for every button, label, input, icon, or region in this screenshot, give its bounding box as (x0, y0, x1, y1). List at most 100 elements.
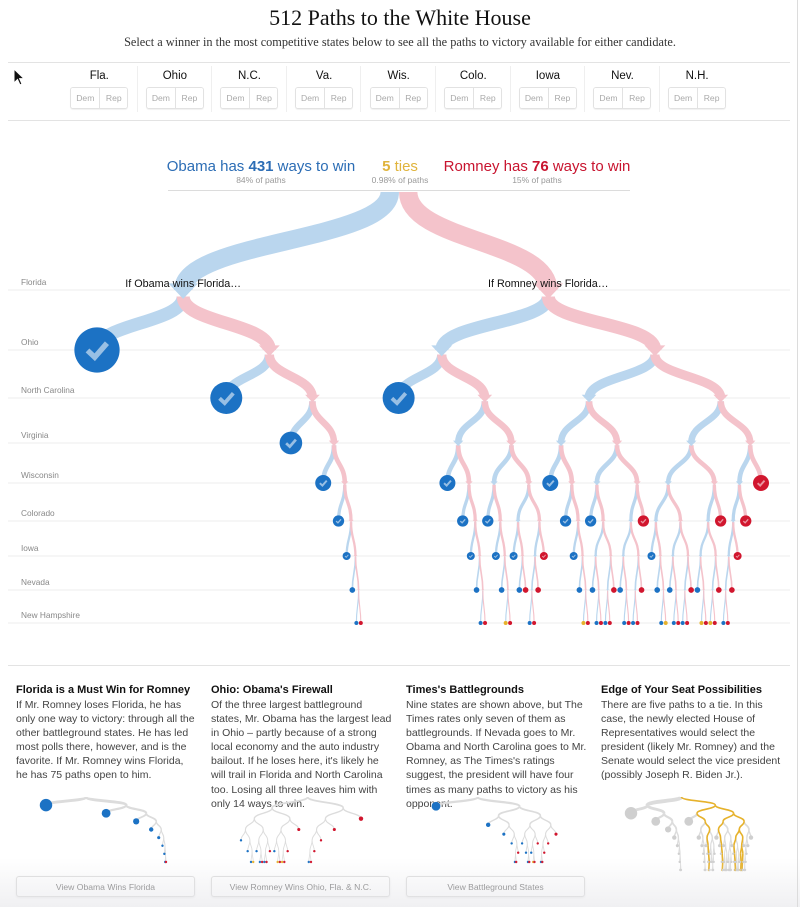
outcome-obama-wins[interactable] (349, 587, 356, 593)
outcome-obama-wins[interactable] (279, 431, 303, 455)
mini-tree-battleground-states[interactable] (406, 790, 588, 874)
outcome-romney-wins[interactable] (676, 621, 681, 625)
outcome-obama-wins[interactable] (516, 587, 523, 593)
outcome-romney-wins[interactable] (725, 621, 730, 625)
rep-button[interactable]: Rep (547, 88, 576, 108)
dem-button[interactable]: Dem (370, 88, 399, 108)
rep-button[interactable]: Rep (622, 88, 651, 108)
mini-tree-tie-paths[interactable] (601, 790, 783, 880)
outcome-obama-wins[interactable] (594, 621, 599, 625)
dem-button[interactable]: Dem (146, 88, 175, 108)
view-romney-wins-ohio-fla-nc-button[interactable]: View Romney Wins Ohio, Fla. & N.C. (211, 876, 390, 897)
outcome-romney-wins[interactable] (729, 587, 735, 593)
outcome-romney-wins[interactable] (733, 552, 742, 560)
dem-button[interactable]: Dem (445, 88, 474, 108)
outcome-romney-wins[interactable] (522, 587, 529, 593)
outcome-obama-wins[interactable] (498, 587, 505, 593)
view-battleground-states-button[interactable]: View Battleground States (406, 876, 585, 897)
outcome-obama-wins[interactable] (694, 587, 701, 593)
outcome-romney-wins[interactable] (635, 621, 640, 625)
rep-button[interactable]: Rep (697, 88, 726, 108)
outcome-tie[interactable] (663, 621, 668, 625)
outcome-obama-wins[interactable] (603, 621, 608, 625)
outcome-romney-wins[interactable] (753, 475, 769, 491)
outcome-romney-wins[interactable] (740, 515, 752, 527)
outcome-obama-wins[interactable] (332, 515, 345, 527)
outcome-romney-wins[interactable] (535, 587, 541, 593)
rep-button[interactable]: Rep (473, 88, 502, 108)
outcome-obama-wins[interactable] (509, 552, 518, 560)
outcome-obama-wins[interactable] (680, 621, 685, 625)
rep-button[interactable]: Rep (174, 88, 203, 108)
outcome-romney-wins[interactable] (483, 621, 488, 625)
outcome-obama-wins[interactable] (631, 621, 636, 625)
outcome-obama-wins[interactable] (210, 382, 243, 414)
outcome-romney-wins[interactable] (539, 552, 548, 560)
rep-button[interactable]: Rep (249, 88, 278, 108)
outcome-obama-wins[interactable] (576, 587, 583, 593)
outcome-romney-wins[interactable] (712, 621, 717, 625)
outcome-obama-wins[interactable] (478, 621, 483, 625)
dem-button[interactable]: Dem (221, 88, 250, 108)
view-obama-wins-florida-button[interactable]: View Obama Wins Florida (16, 876, 195, 897)
outcome-obama-wins[interactable] (721, 621, 726, 625)
outcome-obama-wins[interactable] (354, 621, 359, 625)
outcome-romney-wins[interactable] (508, 621, 513, 625)
outcome-obama-wins[interactable] (559, 515, 572, 527)
outcome-romney-wins[interactable] (703, 621, 708, 625)
outcome-obama-wins[interactable] (671, 621, 676, 625)
mini-branch (745, 845, 748, 854)
outcome-tie[interactable] (699, 621, 704, 625)
dem-button[interactable]: Dem (594, 88, 623, 108)
outcome-obama-wins[interactable] (74, 327, 120, 373)
outcome-obama-wins[interactable] (659, 621, 664, 625)
outcome-tie[interactable] (708, 621, 713, 625)
outcome-obama-wins[interactable] (482, 515, 494, 527)
branch-romney-wins-state (654, 522, 662, 557)
branch-obama-wins-state (665, 444, 694, 484)
dem-button[interactable]: Dem (71, 88, 100, 108)
outcome-romney-wins[interactable] (611, 587, 617, 593)
dem-button[interactable]: Dem (296, 88, 325, 108)
outcome-obama-wins[interactable] (466, 552, 475, 560)
outcome-obama-wins[interactable] (622, 621, 627, 625)
outcome-obama-wins[interactable] (647, 552, 656, 560)
outcome-obama-wins[interactable] (654, 587, 661, 593)
outcome-romney-wins[interactable] (607, 621, 612, 625)
outcome-obama-wins[interactable] (439, 475, 456, 491)
rep-button[interactable]: Rep (324, 88, 353, 108)
outcome-tie[interactable] (503, 621, 508, 625)
outcome-obama-wins[interactable] (542, 475, 559, 491)
dem-button[interactable]: Dem (669, 88, 698, 108)
outcome-obama-wins[interactable] (589, 587, 596, 593)
outcome-romney-wins[interactable] (715, 587, 722, 593)
outcome-romney-wins[interactable] (638, 587, 645, 593)
outcome-tie[interactable] (581, 621, 586, 625)
rep-button[interactable]: Rep (99, 88, 128, 108)
mini-tree-obama-wins-florida[interactable] (16, 790, 198, 874)
outcome-romney-wins[interactable] (637, 515, 650, 527)
outcome-romney-wins[interactable] (532, 621, 537, 625)
outcome-romney-wins[interactable] (598, 621, 603, 625)
outcome-romney-wins[interactable] (685, 621, 690, 625)
outcome-obama-wins[interactable] (342, 552, 351, 560)
dem-button[interactable]: Dem (519, 88, 548, 108)
outcome-romney-wins[interactable] (714, 515, 727, 527)
outcome-obama-wins[interactable] (382, 382, 415, 414)
mini-tree-romney-wins-ohio-fla-nc[interactable] (211, 790, 393, 874)
outcome-obama-wins[interactable] (473, 587, 480, 593)
outcome-romney-wins[interactable] (358, 621, 363, 625)
outcome-obama-wins[interactable] (457, 515, 469, 527)
outcome-obama-wins[interactable] (617, 587, 623, 593)
outcome-romney-wins[interactable] (626, 621, 631, 625)
outcome-obama-wins[interactable] (527, 621, 532, 625)
outcome-obama-wins[interactable] (315, 475, 332, 491)
outcome-romney-wins[interactable] (688, 587, 694, 593)
outcome-obama-wins[interactable] (584, 515, 597, 527)
mini-branch (280, 829, 286, 841)
outcome-obama-wins[interactable] (569, 552, 578, 560)
rep-button[interactable]: Rep (398, 88, 427, 108)
outcome-obama-wins[interactable] (491, 552, 500, 560)
outcome-romney-wins[interactable] (585, 621, 590, 625)
outcome-obama-wins[interactable] (666, 587, 673, 593)
